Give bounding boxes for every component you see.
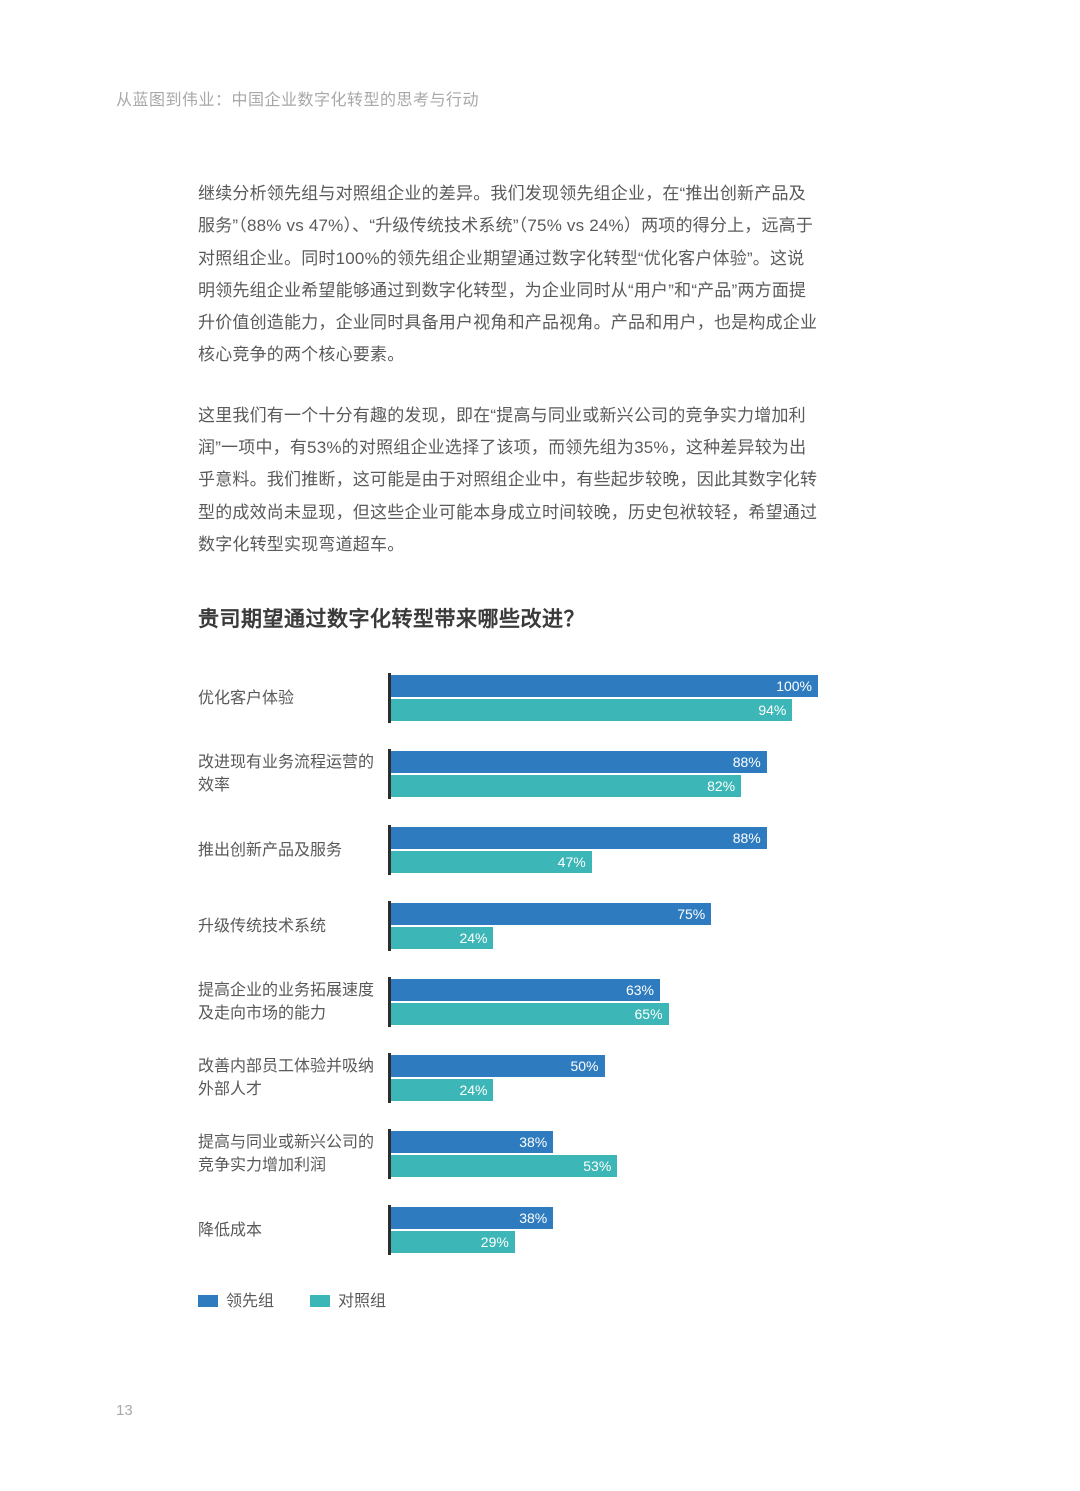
chart-row: 改善内部员工体验并吸纳外部人才50%24% <box>198 1053 818 1103</box>
chart-row-label: 提高与同业或新兴公司的竞争实力增加利润 <box>198 1129 388 1179</box>
chart-legend: 领先组 对照组 <box>198 1287 818 1311</box>
chart-row-label: 推出创新产品及服务 <box>198 825 388 875</box>
chart-bar: 100% <box>391 675 818 697</box>
chart-row-label: 优化客户体验 <box>198 673 388 723</box>
legend-swatch <box>198 1295 218 1307</box>
chart-row-bars: 63%65% <box>388 977 818 1027</box>
chart-title: 贵司期望通过数字化转型带来哪些改进？ <box>198 603 818 633</box>
chart-row-bars: 38%53% <box>388 1129 818 1179</box>
legend-label: 领先组 <box>226 1293 274 1310</box>
chart-bar: 38% <box>391 1131 553 1153</box>
bar-chart: 优化客户体验100%94%改进现有业务流程运营的效率88%82%推出创新产品及服… <box>198 673 818 1255</box>
legend-item-leading: 领先组 <box>198 1287 274 1311</box>
legend-label: 对照组 <box>338 1293 386 1310</box>
chart-row-label: 改善内部员工体验并吸纳外部人才 <box>198 1053 388 1103</box>
chart-row-bars: 100%94% <box>388 673 818 723</box>
legend-item-control: 对照组 <box>310 1287 386 1311</box>
body-paragraph: 这里我们有一个十分有趣的发现，即在“提高与同业或新兴公司的竞争实力增加利润”一项… <box>198 400 818 561</box>
legend-swatch <box>310 1295 330 1307</box>
chart-row: 推出创新产品及服务88%47% <box>198 825 818 875</box>
content-column: 继续分析领先组与对照组企业的差异。我们发现领先组企业，在“推出创新产品及服务”（… <box>198 178 818 1311</box>
chart-row-label: 升级传统技术系统 <box>198 901 388 951</box>
chart-row-label: 提高企业的业务拓展速度及走向市场的能力 <box>198 977 388 1027</box>
chart-row-bars: 88%47% <box>388 825 818 875</box>
page-header: 从蓝图到伟业：中国企业数字化转型的思考与行动 <box>116 86 479 110</box>
chart-row: 优化客户体验100%94% <box>198 673 818 723</box>
chart-bar: 38% <box>391 1207 553 1229</box>
chart-row-bars: 50%24% <box>388 1053 818 1103</box>
chart-row: 提高与同业或新兴公司的竞争实力增加利润38%53% <box>198 1129 818 1179</box>
chart-row-bars: 75%24% <box>388 901 818 951</box>
chart-bar: 82% <box>391 775 741 797</box>
chart-bar: 88% <box>391 827 767 849</box>
chart-row-label: 降低成本 <box>198 1205 388 1255</box>
chart-bar: 88% <box>391 751 767 773</box>
body-paragraph: 继续分析领先组与对照组企业的差异。我们发现领先组企业，在“推出创新产品及服务”（… <box>198 178 818 372</box>
chart-row-bars: 88%82% <box>388 749 818 799</box>
chart-bar: 94% <box>391 699 792 721</box>
chart-row: 升级传统技术系统75%24% <box>198 901 818 951</box>
chart-row: 降低成本38%29% <box>198 1205 818 1255</box>
chart-bar: 24% <box>391 1079 493 1101</box>
chart-bar: 53% <box>391 1155 617 1177</box>
chart-bar: 50% <box>391 1055 605 1077</box>
chart-row-label: 改进现有业务流程运营的效率 <box>198 749 388 799</box>
chart-bar: 65% <box>391 1003 669 1025</box>
page-number: 13 <box>116 1402 133 1419</box>
chart-bar: 63% <box>391 979 660 1001</box>
chart-row: 提高企业的业务拓展速度及走向市场的能力63%65% <box>198 977 818 1027</box>
chart-bar: 75% <box>391 903 711 925</box>
chart-bar: 47% <box>391 851 592 873</box>
chart-bar: 29% <box>391 1231 515 1253</box>
chart-bar: 24% <box>391 927 493 949</box>
chart-row: 改进现有业务流程运营的效率88%82% <box>198 749 818 799</box>
chart-row-bars: 38%29% <box>388 1205 818 1255</box>
